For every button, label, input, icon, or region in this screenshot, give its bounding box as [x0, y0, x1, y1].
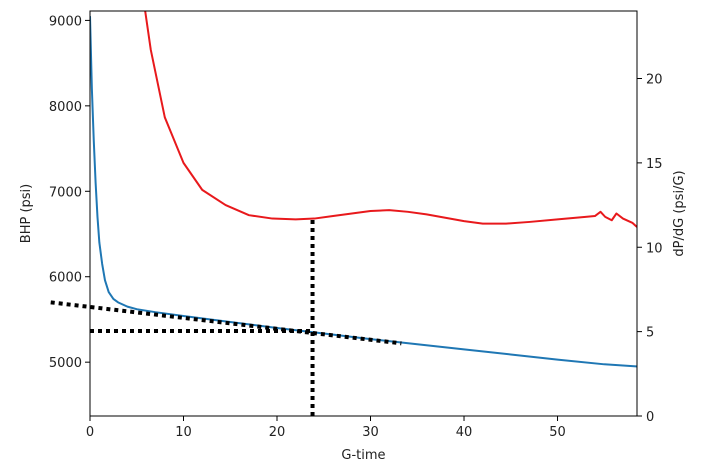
- x-tick-label: 30: [362, 425, 379, 440]
- left-y-tick-label: 5000: [49, 356, 82, 371]
- left-y-tick-label: 9000: [49, 14, 82, 29]
- right-y-tick-label: 5: [646, 326, 654, 341]
- derivative-line: [144, 11, 637, 228]
- left-y-tick-label: 7000: [49, 185, 82, 200]
- plot-frame: [89, 10, 638, 417]
- left-y-axis-label: BHP (psi): [19, 184, 34, 243]
- tangent-guide-line: [50, 300, 402, 346]
- left-y-tick-label: 6000: [49, 271, 82, 286]
- x-tick-label: 40: [456, 425, 473, 440]
- right-y-tick-label: 20: [646, 73, 663, 88]
- right-y-tick-label: 15: [646, 157, 663, 172]
- left-y-tick-label: 8000: [49, 100, 82, 115]
- right-y-axis-label: dP/dG (psi/G): [672, 170, 687, 256]
- x-tick-label: 20: [269, 425, 286, 440]
- ticks-layer: 0 10 20 30 40 50 5000 6000 7000 8000 9000 0 5 10 15 20: [49, 14, 663, 440]
- bhp-line: [90, 16, 637, 368]
- x-tick-label: 10: [175, 425, 192, 440]
- x-axis-label: G-time: [341, 448, 385, 463]
- right-y-tick-label: 10: [646, 241, 663, 256]
- x-tick-label: 0: [86, 425, 94, 440]
- series-layer: [90, 11, 637, 368]
- right-y-tick-label: 0: [646, 410, 654, 425]
- x-tick-label: 50: [549, 425, 566, 440]
- guide-layer: [50, 218, 402, 416]
